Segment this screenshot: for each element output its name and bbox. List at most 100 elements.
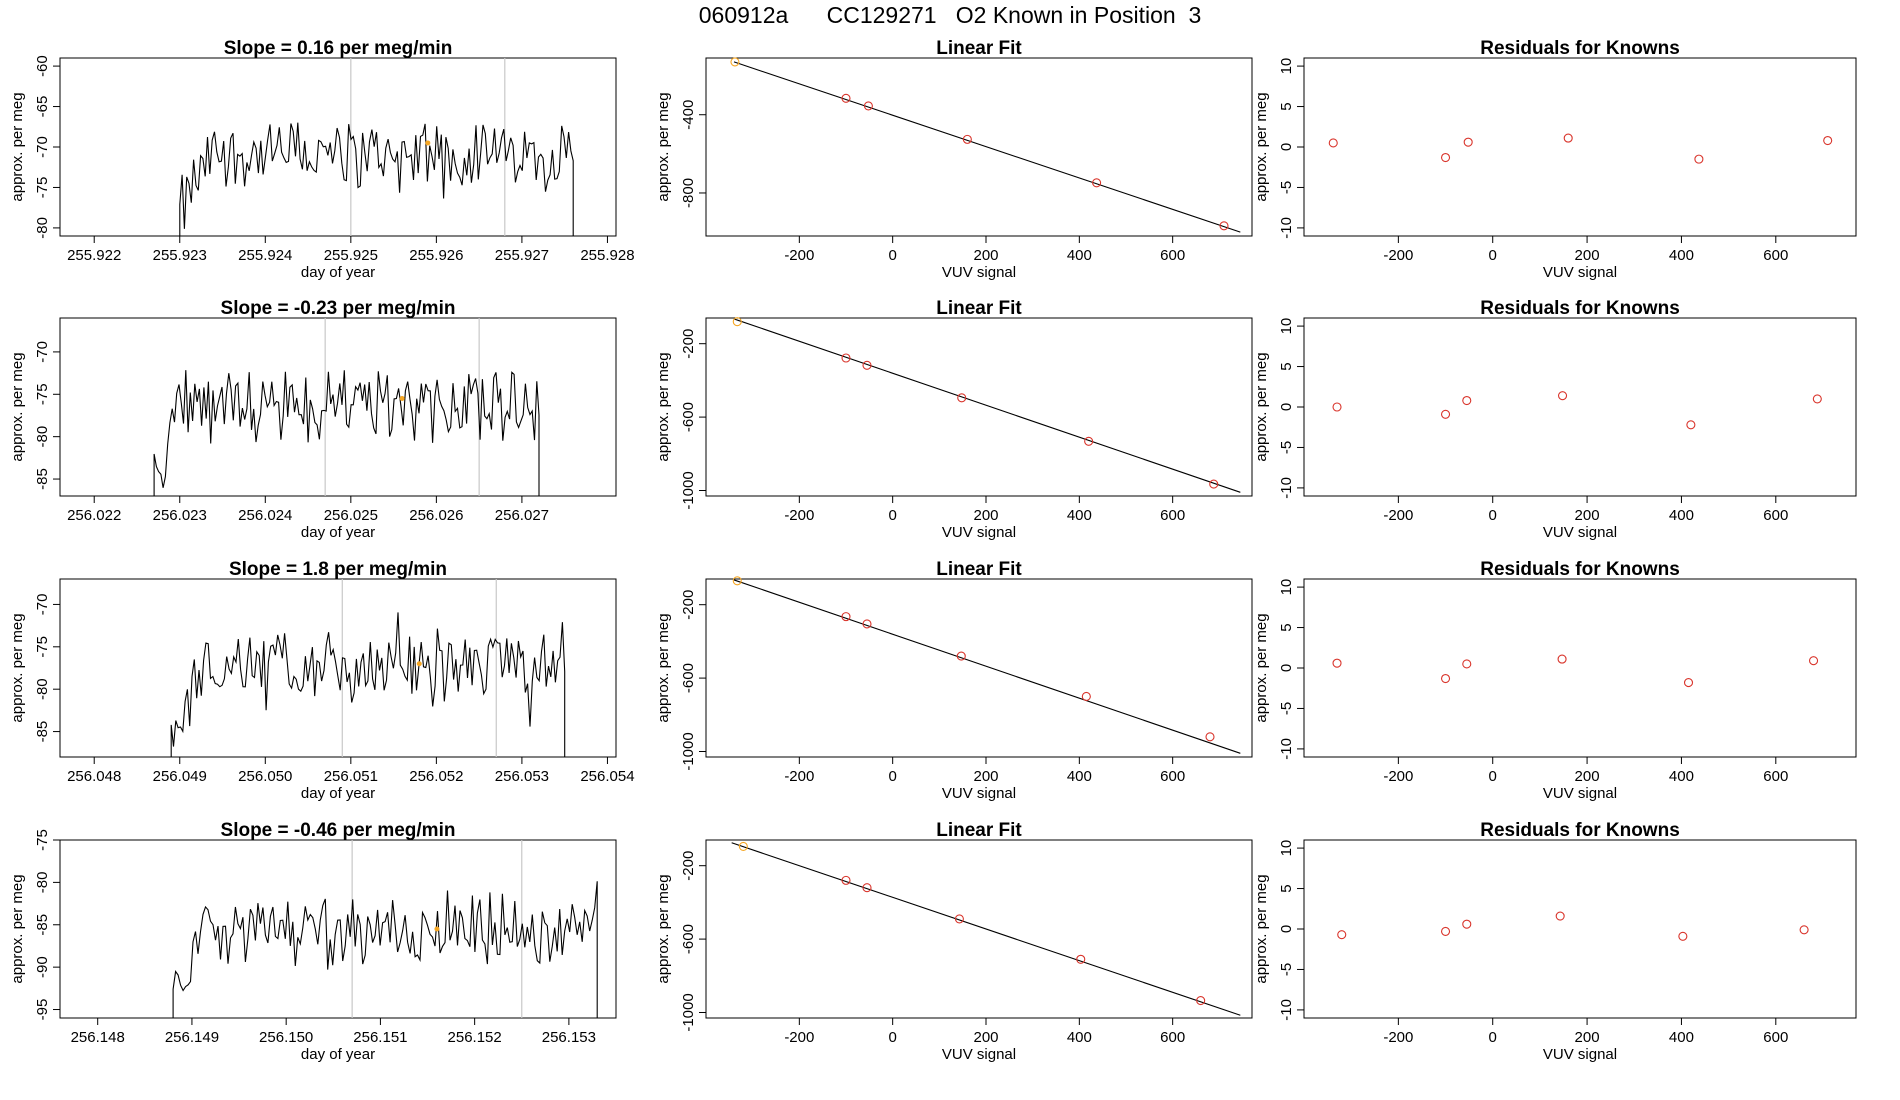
fit-point [1205, 732, 1215, 742]
y-tick-label: 5 [1278, 884, 1295, 892]
linear-fit-2-y-axis: -200 -600 -1000 [680, 329, 706, 510]
fit-point [730, 57, 740, 67]
fit-point [841, 875, 851, 885]
linear-fit-1-plot-frame [705, 57, 1253, 237]
residual-point [1555, 911, 1565, 921]
linear-fit-1-ylabel: approx. per meg [655, 92, 672, 201]
y-tick-label: -70 [34, 341, 51, 363]
residuals-4-plot-frame [1303, 839, 1857, 1019]
y-tick-label: -70 [34, 594, 51, 616]
residual-point [1440, 409, 1451, 419]
timeseries-2-x-axis: 256.022 256.023 256.024 256.025 256.026 256.0… [67, 496, 549, 524]
fit-line [733, 61, 1241, 233]
y-tick-label: -80 [34, 872, 51, 894]
y-tick-label: 0 [1278, 143, 1295, 151]
linear-fit-2-title: Linear Fit [936, 298, 1022, 319]
timeseries-4-x-axis: 256.148 256.149 256.150 256.151 256.152 256.1… [71, 1018, 596, 1046]
y-tick-label: -10 [1278, 217, 1295, 239]
signal-series-line [172, 881, 598, 1018]
x-tick-label: 400 [1067, 507, 1092, 524]
y-tick-label: -85 [34, 468, 51, 490]
y-tick-label: -75 [34, 829, 51, 851]
y-tick-label: -70 [34, 136, 51, 158]
highlight-point [399, 396, 405, 402]
fit-point [841, 93, 851, 103]
residuals-1-ylabel: approx. per meg [1253, 92, 1270, 201]
x-tick-label: -200 [784, 768, 814, 785]
x-tick-label: 255.924 [238, 247, 292, 264]
timeseries-2-xlabel: day of year [301, 524, 375, 541]
timeseries-1-xlabel: day of year [301, 264, 375, 281]
x-tick-label: 255.922 [67, 247, 121, 264]
residuals-2-title: Residuals for Knowns [1480, 298, 1680, 319]
y-tick-label: -800 [680, 178, 697, 208]
x-tick-label: 256.023 [153, 507, 207, 524]
residuals-4-xlabel: VUV signal [1543, 1046, 1617, 1063]
linear-fit-2-x-axis: -200 0 200 400 600 [784, 496, 1185, 524]
y-tick-label: -200 [680, 851, 697, 881]
linear-fit-4-y-axis: -200 -600 -1000 [680, 851, 706, 1032]
linear-fit-1-y-axis: -400 -800 [680, 100, 706, 208]
x-tick-label: 400 [1669, 247, 1694, 264]
y-tick-label: -600 [680, 663, 697, 693]
y-tick-label: -80 [34, 678, 51, 700]
fit-point [962, 134, 972, 144]
residual-point [1812, 394, 1822, 404]
x-tick-label: 256.049 [153, 768, 207, 785]
timeseries-1-title: Slope = 0.16 per meg/min [224, 38, 453, 59]
x-tick-label: 600 [1160, 1029, 1185, 1046]
x-tick-label: 256.048 [67, 768, 121, 785]
x-tick-label: 0 [888, 768, 896, 785]
residual-point [1462, 395, 1472, 406]
linear-fit-2-panel: Linear Fit -200 0 200 400 600 VUV signal -200 -6… [655, 298, 1253, 541]
fit-point [956, 651, 966, 661]
fit-point [862, 619, 872, 629]
fit-point [1076, 954, 1086, 964]
y-tick-label: 5 [1278, 102, 1295, 110]
x-tick-label: 256.054 [580, 768, 634, 785]
y-tick-label: -5 [1278, 181, 1295, 194]
y-tick-label: -60 [34, 55, 51, 77]
linear-fit-3-plot-frame [705, 578, 1253, 758]
x-tick-label: 400 [1067, 768, 1092, 785]
page-title: 060912a CC129271 O2 Known in Position 3 [698, 2, 1202, 28]
y-tick-label: -400 [680, 100, 697, 130]
signal-series-line [153, 370, 540, 496]
x-tick-label: 255.928 [580, 247, 634, 264]
residual-point [1332, 402, 1342, 412]
linear-fit-4-ylabel: approx. per meg [655, 874, 672, 983]
residuals-3-plot-frame [1303, 578, 1857, 758]
fit-point [862, 360, 872, 370]
timeseries-2-ylabel: approx. per meg [9, 352, 26, 461]
fit-point [732, 576, 742, 586]
residual-point [1686, 420, 1696, 430]
x-tick-label: 600 [1763, 768, 1788, 785]
y-tick-label: -1000 [680, 732, 697, 770]
timeseries-3-x-axis: 256.048 256.049 256.050 256.051 256.052 256.0… [67, 757, 635, 785]
timeseries-2-plot-frame [59, 317, 617, 497]
residuals-4-panel: Residuals for Knowns -200 0 200 400 600 VUV si… [1253, 820, 1857, 1063]
x-tick-label: 400 [1067, 247, 1092, 264]
x-tick-label: 256.153 [542, 1029, 596, 1046]
fit-point [841, 353, 851, 363]
linear-fit-3-x-axis: -200 0 200 400 600 [784, 757, 1185, 785]
residual-point [1440, 926, 1451, 936]
fit-point [841, 612, 851, 622]
x-tick-label: 256.152 [448, 1029, 502, 1046]
residuals-1-plot-frame [1303, 57, 1857, 237]
x-tick-label: 600 [1763, 1029, 1788, 1046]
x-tick-label: 256.051 [324, 768, 378, 785]
x-tick-label: 255.925 [324, 247, 378, 264]
residual-point [1678, 931, 1688, 941]
residuals-2-y-axis: -10 -5 0 5 10 [1278, 318, 1304, 499]
fit-point [954, 914, 964, 924]
x-tick-label: 0 [1489, 1029, 1497, 1046]
y-tick-label: -90 [34, 956, 51, 978]
y-tick-label: 10 [1278, 318, 1295, 335]
residuals-2-xlabel: VUV signal [1543, 524, 1617, 541]
fit-line [733, 318, 1241, 493]
x-tick-label: 600 [1160, 247, 1185, 264]
y-tick-label: -75 [34, 177, 51, 199]
timeseries-1-ylabel: approx. per meg [9, 92, 26, 201]
